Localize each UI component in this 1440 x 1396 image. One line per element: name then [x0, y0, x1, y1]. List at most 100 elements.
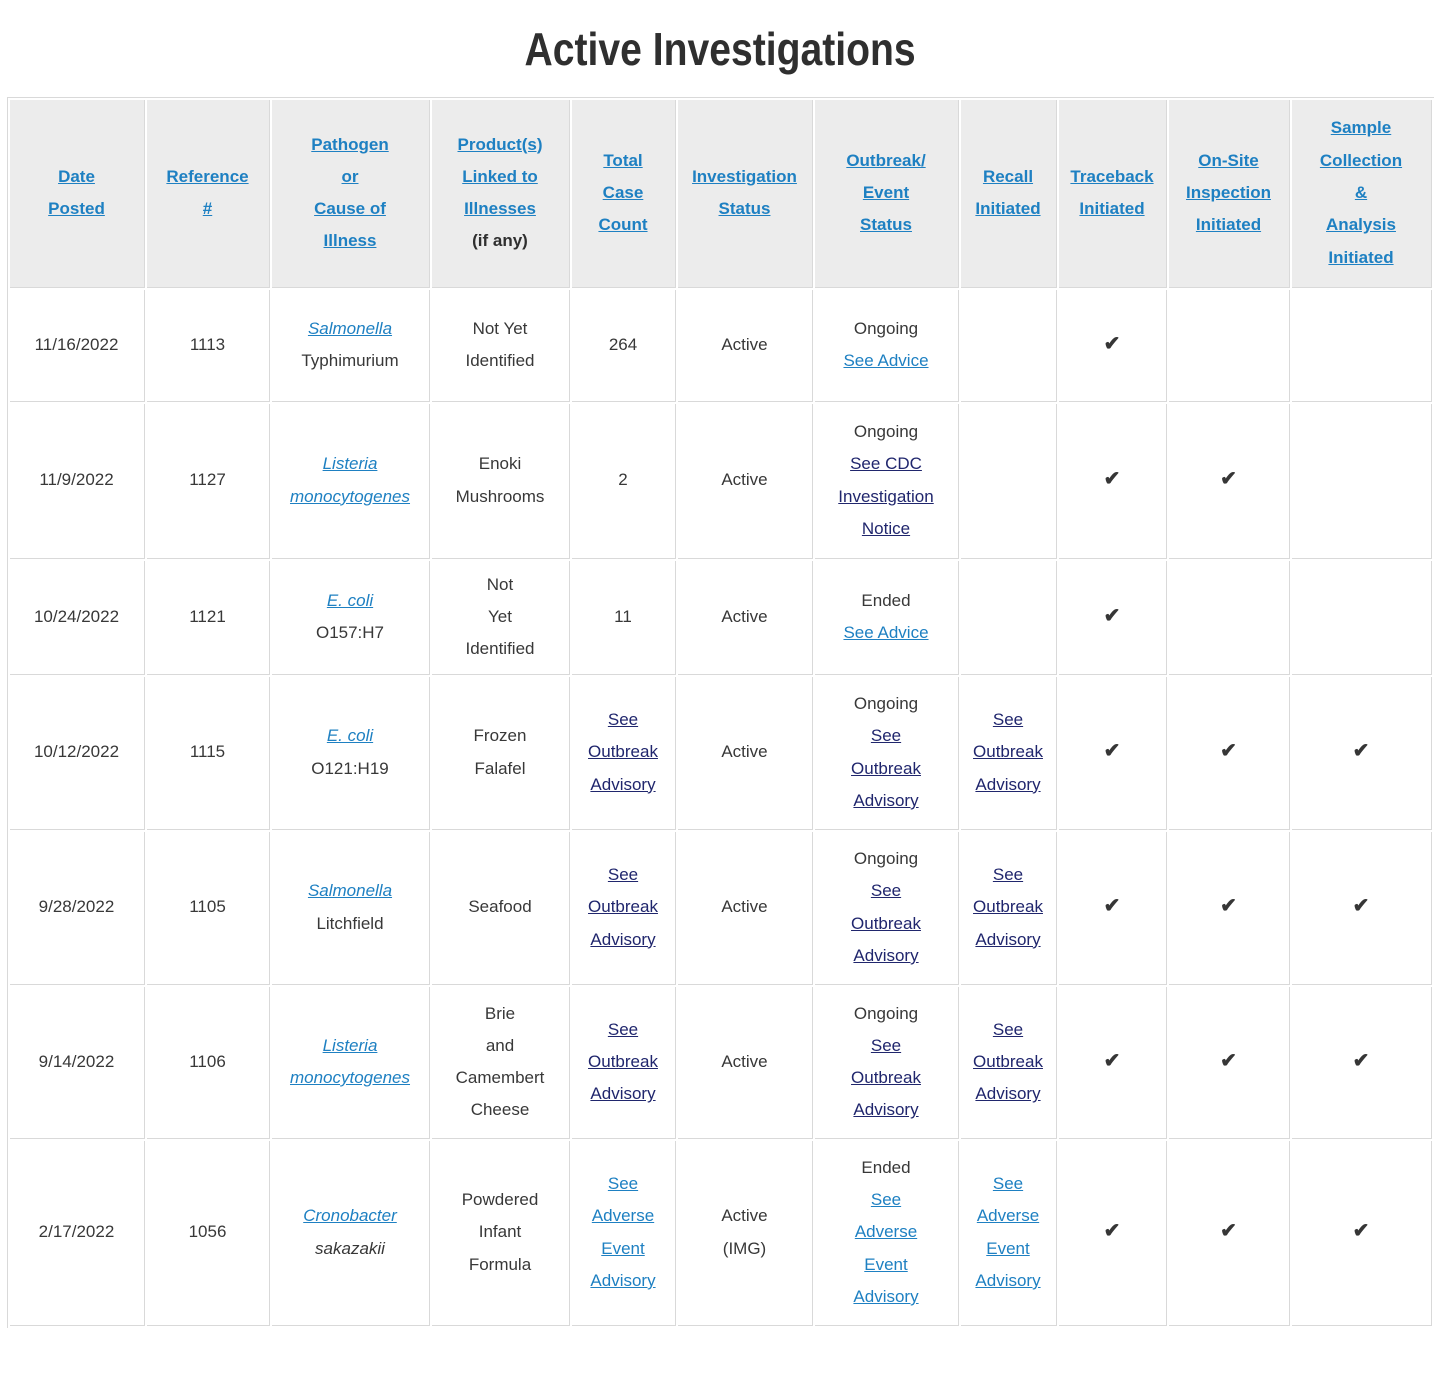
product-text: Seafood [468, 897, 532, 917]
check-icon: ✔ [1103, 468, 1121, 491]
pathogen-link[interactable]: E. coli [326, 726, 374, 746]
pathogen-link[interactable]: Listeria monocytogenes [289, 454, 411, 506]
sort-link-date-posted[interactable]: Date Posted [48, 166, 105, 219]
sort-link-investigation-status[interactable]: Investigation Status [692, 166, 797, 219]
pathogen-link[interactable]: Listeria monocytogenes [289, 1035, 411, 1088]
check-icon: ✔ [1103, 1220, 1121, 1243]
sample-cell [1291, 289, 1432, 402]
date-cell: 11/9/2022 [9, 403, 145, 559]
date-posted: 11/9/2022 [39, 470, 114, 490]
recall-link[interactable]: See Adverse Event Advisory [975, 1174, 1041, 1290]
page-title-text: Active Investigations [524, 23, 916, 75]
investigation-status-cell: Active [677, 403, 813, 559]
investigation-status: Active [721, 742, 768, 762]
pathogen-cell: E. coli O157:H7 [271, 560, 430, 675]
reference-cell: 1115 [146, 676, 270, 830]
traceback-cell: ✔ [1058, 289, 1167, 402]
outbreak-status-link[interactable]: See Outbreak Advisory [851, 1035, 921, 1120]
col-header-recall: Recall Initiated [960, 99, 1057, 288]
pathogen-subtype: O121:H19 [311, 758, 389, 778]
recall-link[interactable]: See Outbreak Advisory [973, 865, 1043, 949]
page-title: Active Investigations [0, 24, 1440, 75]
date-cell: 10/24/2022 [9, 560, 145, 675]
outbreak-status-text: Ongoing [853, 694, 919, 713]
sort-link-sample-collection[interactable]: Sample Collection & Analysis Initiated [1319, 118, 1403, 267]
reference-number: 1121 [189, 606, 226, 626]
reference-number: 1127 [189, 470, 226, 490]
outbreak-status-cell: Ongoing See Outbreak Advisory [814, 676, 959, 830]
col-header-pathogen: Pathogen or Cause of Illness [271, 99, 430, 288]
col-header-date-posted: Date Posted [9, 99, 145, 288]
date-posted: 10/12/2022 [33, 742, 120, 762]
product-cell: Brie and Camembert Cheese [431, 986, 570, 1139]
outbreak-status-link[interactable]: See Advice [843, 623, 929, 643]
sort-link-case-count[interactable]: Total Case Count [598, 150, 648, 235]
sort-link-onsite-inspection[interactable]: On-Site Inspection Initiated [1185, 150, 1271, 235]
outbreak-status-cell: Ended See Adverse Event Advisory [814, 1140, 959, 1326]
outbreak-status-link[interactable]: See Outbreak Advisory [851, 726, 921, 810]
pathogen-link[interactable]: Salmonella [307, 881, 393, 901]
product-cell: Powdered Infant Formula [431, 1140, 570, 1326]
col-header-sample-collection: Sample Collection & Analysis Initiated [1291, 99, 1432, 288]
pathogen-link[interactable]: Cronobacter [303, 1206, 397, 1226]
outbreak-status-link[interactable]: See Adverse Event Advisory [853, 1190, 919, 1307]
check-icon: ✔ [1220, 740, 1237, 763]
pathogen-cell: Cronobacter sakazakii [271, 1140, 430, 1326]
pathogen-cell: Salmonella Litchfield [271, 831, 430, 985]
case-count-link[interactable]: See Outbreak Advisory [588, 865, 658, 949]
sort-link-traceback[interactable]: Traceback Initiated [1070, 166, 1154, 219]
table-row: 11/16/2022 1113 Salmonella Typhimurium No… [9, 289, 1432, 402]
date-posted: 10/24/2022 [33, 606, 120, 626]
pathogen-subtype: Typhimurium [301, 351, 399, 371]
sort-link-pathogen[interactable]: Pathogen or Cause of Illness [311, 134, 389, 251]
col-header-investigation-status: Investigation Status [677, 99, 813, 288]
case-count-cell: 264 [571, 289, 676, 402]
check-icon: ✔ [1220, 468, 1237, 491]
sample-cell: ✔ [1291, 676, 1432, 830]
pathogen-subtype: O157:H7 [315, 623, 385, 643]
traceback-cell: ✔ [1058, 1140, 1167, 1326]
sort-link-outbreak-status[interactable]: Outbreak/ Event Status [846, 150, 926, 235]
recall-link[interactable]: See Outbreak Advisory [973, 1019, 1043, 1104]
date-posted: 11/16/2022 [34, 334, 119, 354]
case-count-cell: 11 [571, 560, 676, 675]
reference-cell: 1106 [146, 986, 270, 1139]
product-cell: Frozen Falafel [431, 676, 570, 830]
sort-link-reference[interactable]: Reference # [166, 166, 249, 219]
onsite-cell [1168, 560, 1290, 675]
investigation-status: Active [721, 606, 768, 626]
check-icon: ✔ [1103, 895, 1121, 918]
sort-link-recall[interactable]: Recall Initiated [975, 166, 1041, 219]
pathogen-subtype: Litchfield [316, 913, 384, 933]
outbreak-status-link[interactable]: See Outbreak Advisory [851, 881, 921, 965]
onsite-cell: ✔ [1168, 831, 1290, 985]
outbreak-status-cell: Ongoing See Outbreak Advisory [814, 986, 959, 1139]
recall-cell [960, 289, 1057, 402]
recall-link[interactable]: See Outbreak Advisory [973, 710, 1043, 794]
case-count-link[interactable]: See Adverse Event Advisory [590, 1174, 656, 1290]
pathogen-link[interactable]: Salmonella [307, 318, 393, 338]
col-header-traceback: Traceback Initiated [1058, 99, 1167, 288]
case-count: 11 [614, 606, 632, 626]
col-header-onsite-inspection: On-Site Inspection Initiated [1168, 99, 1290, 288]
recall-cell: See Outbreak Advisory [960, 831, 1057, 985]
table-row: 10/24/2022 1121 E. coli O157:H7 Not Yet I… [9, 560, 1432, 675]
traceback-cell: ✔ [1058, 560, 1167, 675]
investigation-status-cell: Active (IMG) [677, 1140, 813, 1326]
check-icon: ✔ [1352, 895, 1370, 918]
outbreak-status-link[interactable]: See Advice [843, 351, 929, 371]
case-count-link[interactable]: See Outbreak Advisory [588, 710, 658, 794]
product-text: Not Yet Identified [465, 318, 535, 371]
date-posted: 9/28/2022 [38, 897, 115, 917]
sample-cell: ✔ [1291, 1140, 1432, 1326]
outbreak-status-link[interactable]: See CDC Investigation Notice [838, 454, 934, 538]
date-posted: 9/14/2022 [38, 1051, 115, 1071]
product-cell: Not Yet Identified [431, 560, 570, 675]
investigation-status-cell: Active [677, 676, 813, 830]
pathogen-subtype: sakazakii [315, 1238, 385, 1258]
col-header-products: Product(s) Linked to Illnesses (if any) [431, 99, 570, 288]
sort-link-products[interactable]: Product(s) Linked to Illnesses [457, 134, 543, 219]
case-count-link[interactable]: See Outbreak Advisory [588, 1019, 658, 1104]
pathogen-link[interactable]: E. coli [326, 590, 374, 610]
investigation-status: Active [721, 334, 768, 354]
